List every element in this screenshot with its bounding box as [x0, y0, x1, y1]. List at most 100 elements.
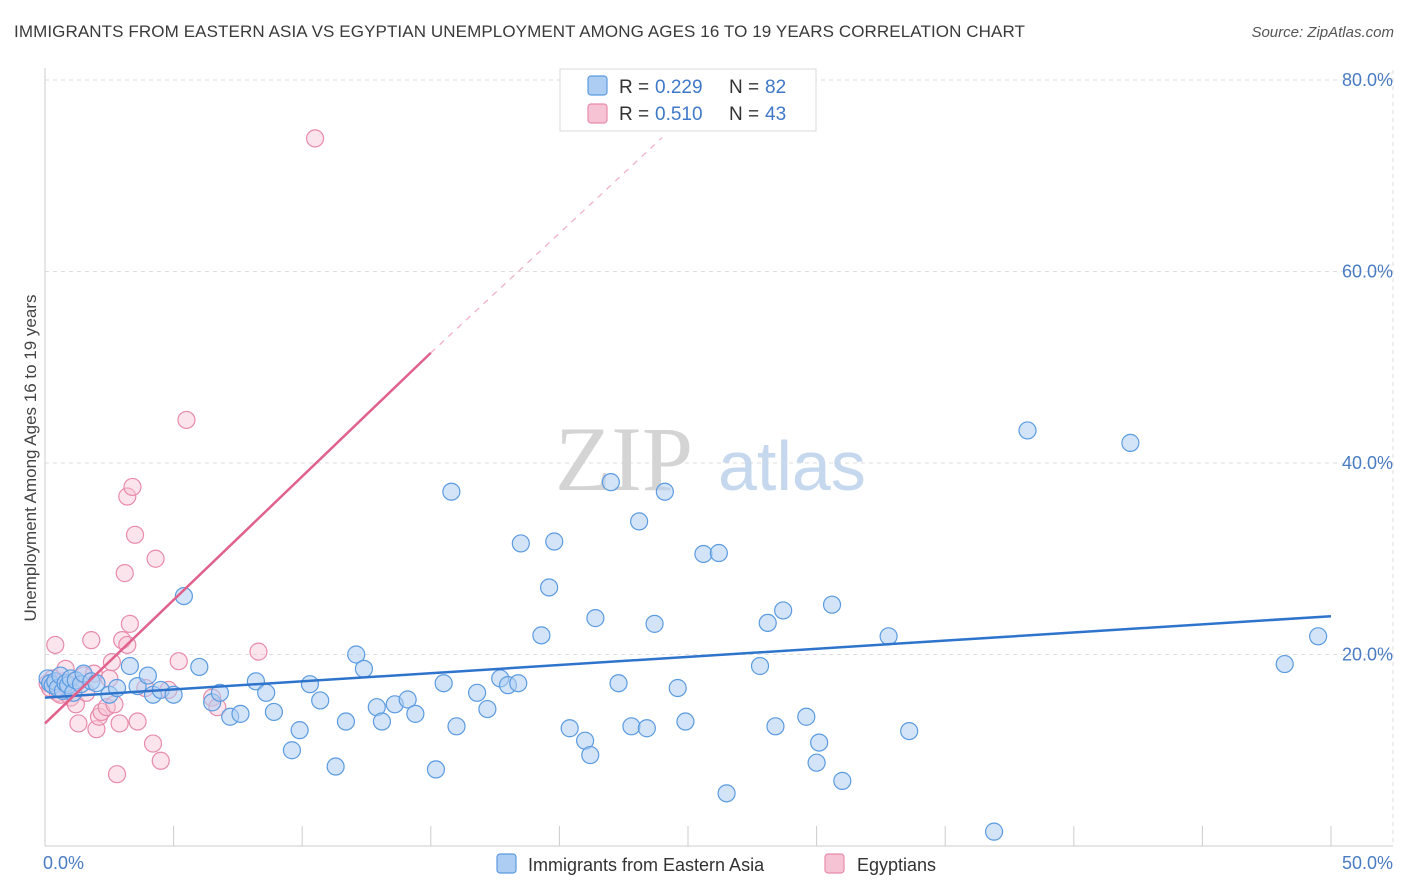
legend-r-value-1: 0.229	[655, 77, 703, 98]
pink-point-38	[151, 751, 170, 770]
pink-point-23	[102, 653, 121, 672]
blue-point-87	[984, 822, 1004, 841]
trend-line-pink-extension	[430, 136, 663, 354]
blue-point-38	[326, 757, 345, 776]
blue-point-85	[879, 627, 898, 646]
blue-point-48	[434, 674, 453, 693]
blue-point-60	[560, 719, 579, 738]
blue-point-83	[807, 753, 826, 772]
blue-point-59	[545, 532, 564, 551]
pink-point-4	[46, 635, 65, 655]
blue-point-56	[511, 534, 530, 553]
blue-point-32	[257, 683, 276, 702]
bottom-legend-swatch-blue	[496, 853, 517, 874]
blue-point-36	[300, 675, 320, 694]
pink-point-19	[89, 707, 109, 726]
blue-point-81	[810, 733, 829, 752]
blue-point-74	[709, 543, 728, 563]
blue-point-68	[637, 719, 656, 738]
trend-lines	[44, 136, 1332, 725]
blue-point-76	[750, 656, 770, 676]
blue-point-30	[231, 704, 250, 723]
blue-point-58	[540, 578, 559, 597]
legend-n-label-1: N =	[729, 77, 759, 98]
blue-point-50	[467, 683, 487, 702]
pink-point-34	[123, 477, 142, 497]
blue-point-47	[426, 760, 446, 779]
blue-point-46	[406, 704, 425, 723]
correlation-legend: R = 0.229 N = 82 R = 0.510 N = 43	[559, 68, 817, 132]
blue-point-69	[645, 614, 664, 633]
legend-n-value-1: 82	[765, 77, 786, 98]
x-tick-label-max: 50.0%	[1342, 853, 1393, 873]
pink-point-25	[107, 765, 127, 784]
blue-point-41	[354, 659, 374, 678]
blue-point-62	[581, 745, 600, 765]
blue-point-65	[609, 674, 628, 693]
legend-n-value-2: 43	[765, 104, 786, 125]
blue-point-55	[442, 482, 461, 501]
watermark: ZIP atlas	[555, 408, 866, 510]
trend-line-pink	[44, 351, 432, 725]
tick-labels: 20.0% 40.0% 60.0% 80.0% 0.0% 50.0%	[43, 70, 1393, 873]
blue-point-57	[532, 626, 551, 645]
legend-swatch-pink	[587, 103, 608, 124]
blue-point-28	[210, 683, 229, 702]
blue-point-82	[822, 595, 842, 614]
blue-point-43	[372, 712, 392, 731]
blue-point-66	[622, 717, 641, 736]
pink-point-16	[82, 631, 101, 650]
axes	[44, 68, 1393, 847]
pink-point-33	[118, 487, 137, 506]
y-tick-label-1: 20.0%	[1342, 645, 1393, 665]
legend-r-value-2: 0.510	[655, 104, 703, 125]
series-legend: Immigrants from Eastern Asia Egyptians	[496, 853, 936, 875]
blue-point-70	[655, 482, 674, 501]
y-tick-label-3: 60.0%	[1342, 262, 1393, 282]
pink-point-26	[110, 714, 129, 733]
pink-point-32	[128, 712, 147, 731]
chart-title: IMMIGRANTS FROM EASTERN ASIA VS EGYPTIAN…	[14, 22, 1026, 41]
legend-r-label-2: R =	[619, 104, 649, 125]
pink-point-41	[177, 410, 196, 430]
pink-point-30	[120, 614, 139, 633]
blue-point-34	[282, 741, 302, 760]
blue-point-51	[478, 699, 497, 719]
blue-point-25	[174, 586, 193, 606]
bottom-legend-swatch-pink	[824, 853, 845, 874]
legend-n-label-2: N =	[729, 104, 759, 125]
blue-point-19	[120, 656, 139, 676]
y-axis-label: Unemployment Among Ages 16 to 19 years	[21, 295, 40, 622]
blue-point-86	[900, 721, 919, 741]
blue-point-91	[1309, 627, 1328, 646]
y-tick-label-2: 40.0%	[1342, 453, 1393, 473]
legend-swatch-blue	[587, 75, 608, 96]
blue-point-40	[347, 645, 366, 664]
blue-point-90	[1275, 654, 1294, 674]
blue-point-79	[774, 601, 793, 620]
pink-point-28	[115, 564, 134, 583]
legend-r-label-1: R =	[619, 77, 649, 98]
blue-point-26	[190, 657, 209, 677]
y-tick-label-4: 80.0%	[1342, 70, 1393, 90]
blue-point-21	[138, 666, 157, 685]
blue-point-73	[694, 544, 713, 564]
pink-point-31	[125, 525, 145, 544]
blue-point-72	[676, 712, 695, 731]
blue-point-84	[833, 771, 852, 790]
chart-source: Source: ZipAtlas.com	[1251, 24, 1394, 41]
trend-line-blue	[44, 614, 1332, 699]
blue-point-63	[586, 609, 605, 628]
blue-point-77	[758, 613, 777, 633]
watermark-atlas: atlas	[718, 427, 866, 505]
blue-point-39	[336, 712, 356, 731]
blue-point-54	[509, 674, 528, 693]
blue-point-37	[311, 691, 330, 710]
blue-point-67	[630, 512, 649, 531]
x-tick-label-min: 0.0%	[43, 853, 84, 873]
blue-point-89	[1121, 433, 1140, 452]
blue-point-71	[668, 678, 687, 698]
blue-point-35	[290, 721, 309, 740]
pink-point-36	[143, 734, 163, 753]
blue-point-88	[1018, 421, 1037, 440]
